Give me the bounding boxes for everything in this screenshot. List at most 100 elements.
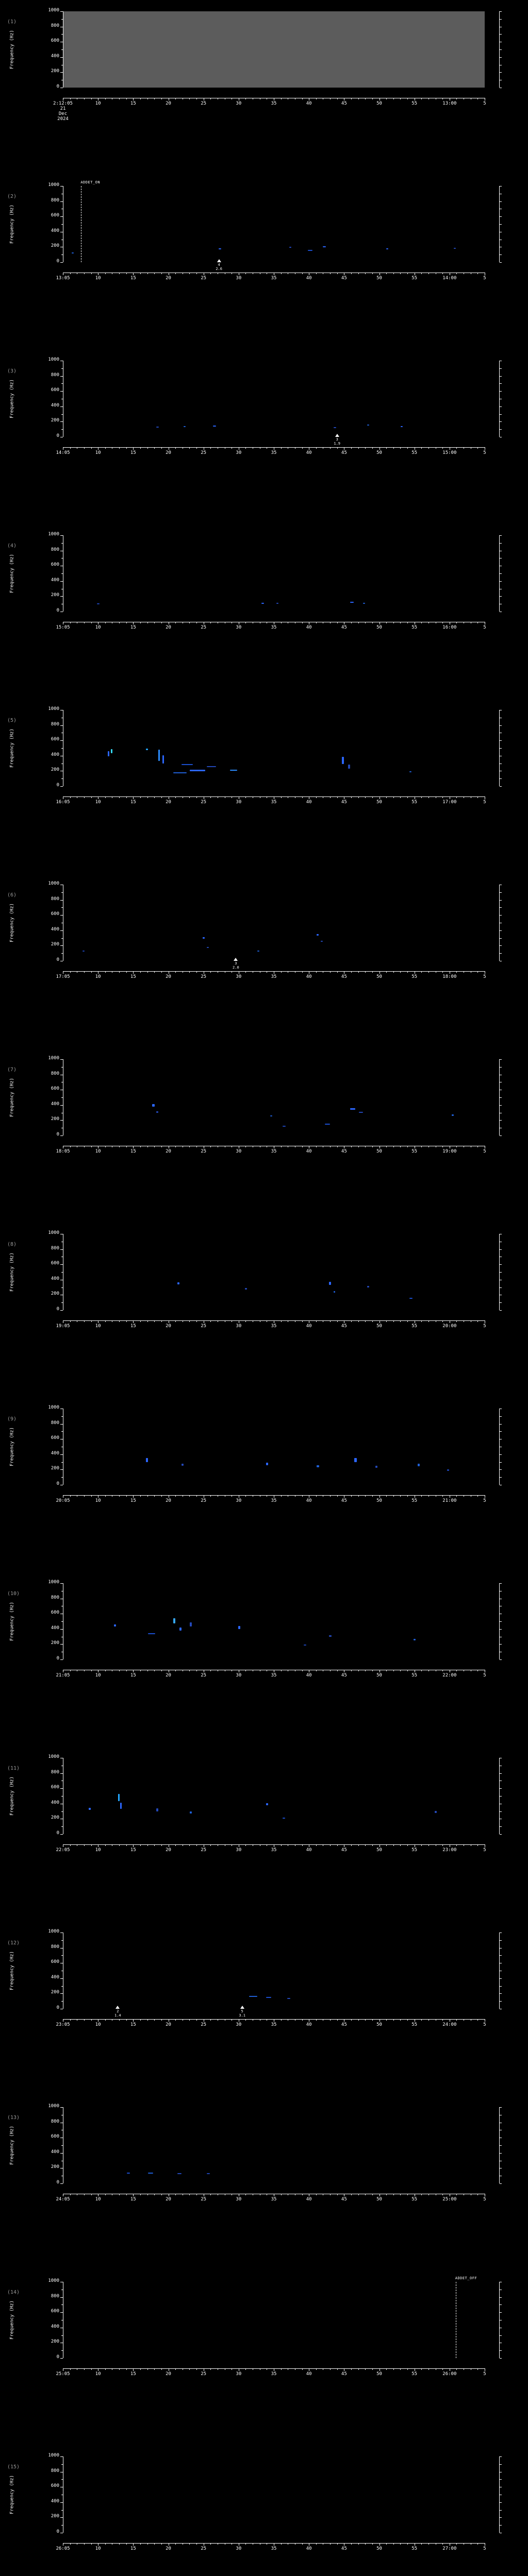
x-minor-tick — [91, 1320, 92, 1322]
y-axis-label: Frequency (Hz) — [9, 2475, 15, 2514]
x-tick-label: 5 — [483, 1498, 486, 1503]
y-tick-label: 0 — [56, 783, 59, 788]
x-minor-tick — [196, 98, 197, 99]
x-tick-label: 30 — [236, 625, 242, 630]
y-tick: 1000 — [0, 183, 63, 188]
x-minor-tick — [456, 1670, 457, 1671]
x-minor-tick — [351, 1146, 352, 1147]
x-minor-tick — [147, 1495, 148, 1497]
x-minor-tick — [280, 1844, 282, 1846]
spectrogram-detection-blob — [333, 1291, 335, 1293]
y-minor-tick — [61, 748, 63, 749]
y-minor-tick — [61, 2350, 63, 2351]
x-minor-tick — [196, 971, 197, 973]
x-minor-tick — [126, 1146, 127, 1147]
spectrogram-detection-blob — [287, 1997, 290, 1999]
x-tick-label: 20 — [166, 2546, 171, 2551]
y-tick: 400 — [0, 1975, 63, 1979]
x-minor-tick — [147, 1844, 148, 1846]
x-minor-tick — [302, 1670, 303, 1671]
x-minor-tick — [442, 98, 443, 99]
x-minor-tick — [161, 2543, 162, 2545]
x-minor-tick — [400, 1320, 401, 1322]
y-minor-tick — [61, 19, 63, 20]
x-tick-label: 10 — [95, 1498, 101, 1503]
x-minor-tick — [316, 1146, 317, 1147]
y-tick-label: 600 — [51, 1610, 59, 1616]
x-minor-tick — [428, 2368, 429, 2370]
right-axis-tick — [500, 2456, 502, 2457]
x-minor-tick — [358, 98, 359, 99]
right-axis-line — [499, 710, 500, 786]
x-tick-label: 30 — [236, 1324, 242, 1329]
x-minor-tick — [386, 796, 387, 798]
x-minor-tick — [386, 1495, 387, 1497]
y-tick-label: 0 — [56, 2354, 59, 2360]
x-minor-tick — [421, 1844, 422, 1846]
x-minor-tick — [91, 1844, 92, 1846]
y-tick-label: 200 — [51, 243, 59, 249]
x-minor-tick — [400, 2543, 401, 2545]
x-tick-label: 10 — [95, 276, 101, 281]
x-tick-label: 10 — [95, 974, 101, 979]
x-minor-tick — [140, 98, 141, 99]
y-tick: 1000 — [0, 2453, 63, 2458]
panel-index-label: (15) — [7, 2464, 20, 2470]
x-minor-tick — [84, 1320, 85, 1322]
right-axis-tick — [500, 2479, 502, 2480]
x-minor-tick — [245, 796, 246, 798]
x-minor-tick — [147, 2543, 148, 2545]
x-tick-label: 40 — [306, 800, 312, 805]
detection-triangle-marker — [234, 958, 238, 961]
x-minor-tick — [126, 2543, 127, 2545]
spectrogram-detection-blob — [177, 1282, 179, 1284]
x-minor-tick — [400, 2019, 401, 2021]
plot-area-2 — [63, 186, 485, 262]
x-tick-label: 55 — [411, 101, 418, 106]
right-edge-axis — [499, 885, 504, 961]
right-edge-axis — [499, 186, 504, 263]
y-axis-label: Frequency (Hz) — [9, 2126, 15, 2165]
x-minor-tick — [330, 1146, 331, 1147]
x-tick-label: 30 — [236, 800, 242, 805]
right-axis-line — [499, 186, 500, 262]
x-minor-tick — [302, 273, 303, 274]
x-minor-tick — [175, 2019, 176, 2021]
x-major-tick — [133, 2019, 134, 2022]
x-minor-tick — [210, 447, 211, 449]
x-tick-label: 17:05 — [56, 974, 70, 979]
x-minor-tick — [302, 971, 303, 973]
x-tick-label: 30 — [236, 2371, 242, 2377]
right-axis-tick — [500, 391, 502, 392]
x-minor-tick — [302, 98, 303, 99]
x-minor-tick — [477, 2019, 478, 2021]
x-minor-tick — [330, 971, 331, 973]
right-edge-axis — [499, 361, 504, 437]
x-minor-tick — [245, 273, 246, 274]
x-minor-tick — [196, 1495, 197, 1497]
x-minor-tick — [316, 1844, 317, 1846]
x-tick-label: 55 — [411, 1498, 418, 1503]
y-tick: 200 — [0, 1641, 63, 1646]
right-axis-tick — [500, 596, 502, 597]
x-tick-label: 25 — [201, 974, 207, 979]
x-tick-label: 40 — [306, 2546, 312, 2551]
y-minor-tick — [61, 429, 63, 430]
x-minor-tick — [154, 273, 155, 274]
x-minor-tick — [386, 1844, 387, 1846]
x-tick-label: 35 — [271, 974, 277, 979]
x-minor-tick — [400, 1495, 401, 1497]
panel-8: Frequency (Hz) (8) 1000 800 600 400 200 0 19:05 1… — [0, 1231, 528, 1341]
x-tick-label: 24:05 — [56, 2197, 70, 2202]
x-minor-tick — [442, 1844, 443, 1846]
right-axis-tick — [500, 535, 502, 536]
right-axis-tick — [500, 778, 502, 779]
x-major-tick — [133, 1844, 134, 1847]
right-axis-tick — [500, 57, 502, 58]
right-axis-tick — [500, 2297, 502, 2298]
x-minor-tick — [126, 98, 127, 99]
panel-9: Frequency (Hz) (9) 1000 800 600 400 200 0 20:05 1… — [0, 1405, 528, 1516]
right-axis-tick — [500, 2525, 502, 2526]
y-tick-label: 600 — [51, 737, 59, 742]
y-tick-label: 1000 — [48, 8, 59, 13]
